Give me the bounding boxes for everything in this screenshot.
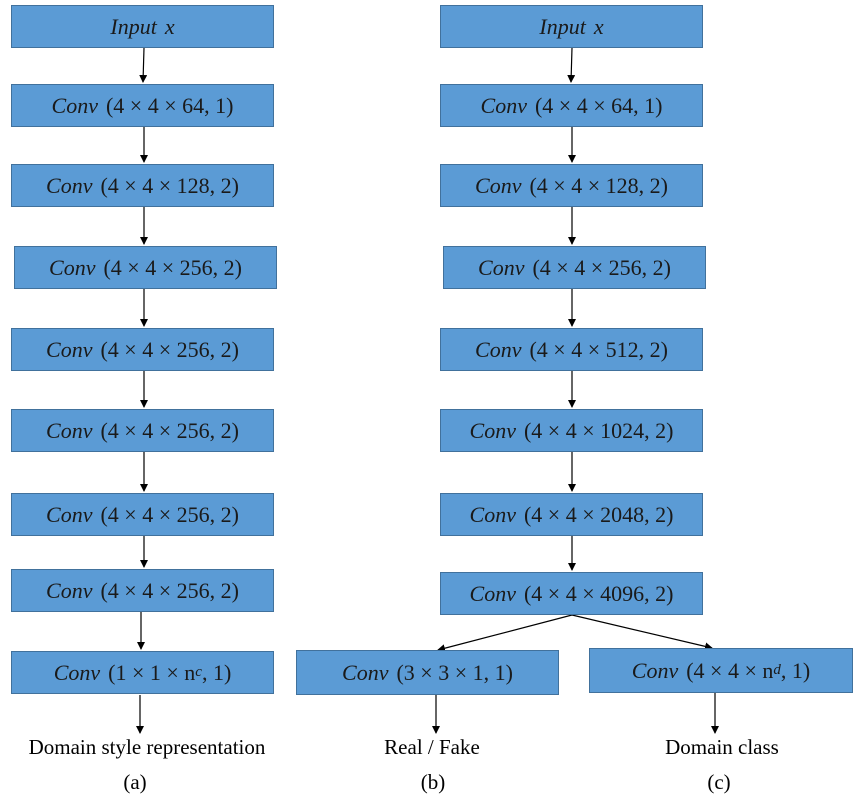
arg-label: (4 × 4 × 64, 1) [534, 92, 663, 118]
a-conv-2-node: Conv (4 × 4 × 128, 2) [11, 164, 274, 207]
op-label: Conv [51, 92, 98, 118]
arg-label: x [164, 13, 175, 39]
a-input-node: Input x [11, 5, 274, 48]
op-label: Conv [46, 417, 93, 443]
op-label: Conv [469, 580, 516, 606]
a-conv-7-node: Conv (4 × 4 × 256, 2) [11, 569, 274, 612]
c-panel-label: (c) [707, 770, 731, 794]
a-conv-6-node: Conv (4 × 4 × 256, 2) [11, 493, 274, 536]
b-head-node: Conv (3 × 3 × 1, 1) [296, 650, 559, 695]
arg-label: (4 × 4 × 256, 2) [100, 417, 239, 443]
arrow-9 [567, 47, 576, 83]
arg-label: (4 × 4 × 64, 1) [105, 92, 234, 118]
op-label: Conv [475, 336, 522, 362]
arg-label: (4 × 4 × 2048, 2) [523, 501, 674, 527]
a-conv-1-node: Conv (4 × 4 × 64, 1) [11, 84, 274, 127]
arrow-0 [139, 47, 148, 83]
b-panel-label: (b) [420, 770, 446, 794]
arrow-16 [437, 614, 573, 653]
arg-tail: , 1) [780, 657, 811, 683]
bc-conv-6-node: Conv (4 × 4 × 2048, 2) [440, 493, 703, 536]
bc-conv-4-node: Conv (4 × 4 × 512, 2) [440, 328, 703, 371]
arrow-17 [571, 614, 713, 651]
a-conv-5-node: Conv (4 × 4 × 256, 2) [11, 409, 274, 452]
arg-label: (1 × 1 × n [108, 659, 196, 685]
arg-label: (4 × 4 × 256, 2) [532, 254, 671, 280]
arg-label: (3 × 3 × 1, 1) [396, 659, 513, 685]
op-label: Conv [46, 172, 93, 198]
b-output-label: Real / Fake [384, 735, 480, 759]
arg-label: (4 × 4 × 256, 2) [100, 577, 239, 603]
c-output-label: Domain class [665, 735, 779, 759]
op-label: Conv [469, 501, 516, 527]
op-label: Conv [46, 336, 93, 362]
a-conv-4-node: Conv (4 × 4 × 256, 2) [11, 328, 274, 371]
op-label: Conv [475, 172, 522, 198]
op-label: Conv [46, 501, 93, 527]
arg-label: (4 × 4 × 4096, 2) [523, 580, 674, 606]
arg-label: x [593, 13, 604, 39]
arg-label: (4 × 4 × 512, 2) [529, 336, 668, 362]
bc-conv-2-node: Conv (4 × 4 × 128, 2) [440, 164, 703, 207]
arg-label: (4 × 4 × 256, 2) [100, 501, 239, 527]
arg-label: (4 × 4 × 128, 2) [529, 172, 668, 198]
a-panel-label: (a) [123, 770, 147, 794]
op-label: Input [539, 13, 586, 39]
a-output-label: Domain style representation [28, 735, 266, 759]
op-label: Conv [469, 417, 516, 443]
a-conv-3-node: Conv (4 × 4 × 256, 2) [14, 246, 277, 289]
arg-tail: , 1) [201, 659, 232, 685]
arg-label: (4 × 4 × 256, 2) [103, 254, 242, 280]
op-label: Conv [49, 254, 96, 280]
arg-subscript: c [195, 664, 202, 680]
op-label: Conv [478, 254, 525, 280]
op-label: Input [110, 13, 157, 39]
op-label: Conv [631, 657, 679, 683]
bc-conv-3-node: Conv (4 × 4 × 256, 2) [443, 246, 706, 289]
bc-conv-7-node: Conv (4 × 4 × 4096, 2) [440, 572, 703, 615]
op-label: Conv [342, 659, 389, 685]
arg-label: (4 × 4 × 128, 2) [100, 172, 239, 198]
arg-label: (4 × 4 × 1024, 2) [523, 417, 674, 443]
op-label: Conv [480, 92, 527, 118]
arg-subscript: d [773, 662, 781, 678]
bc-conv-1-node: Conv (4 × 4 × 64, 1) [440, 84, 703, 127]
arg-label: (4 × 4 × n [686, 657, 774, 683]
bc-input-node: Input x [440, 5, 703, 48]
bc-conv-5-node: Conv (4 × 4 × 1024, 2) [440, 409, 703, 452]
arg-label: (4 × 4 × 256, 2) [100, 336, 239, 362]
op-label: Conv [46, 577, 93, 603]
op-label: Conv [53, 659, 101, 685]
